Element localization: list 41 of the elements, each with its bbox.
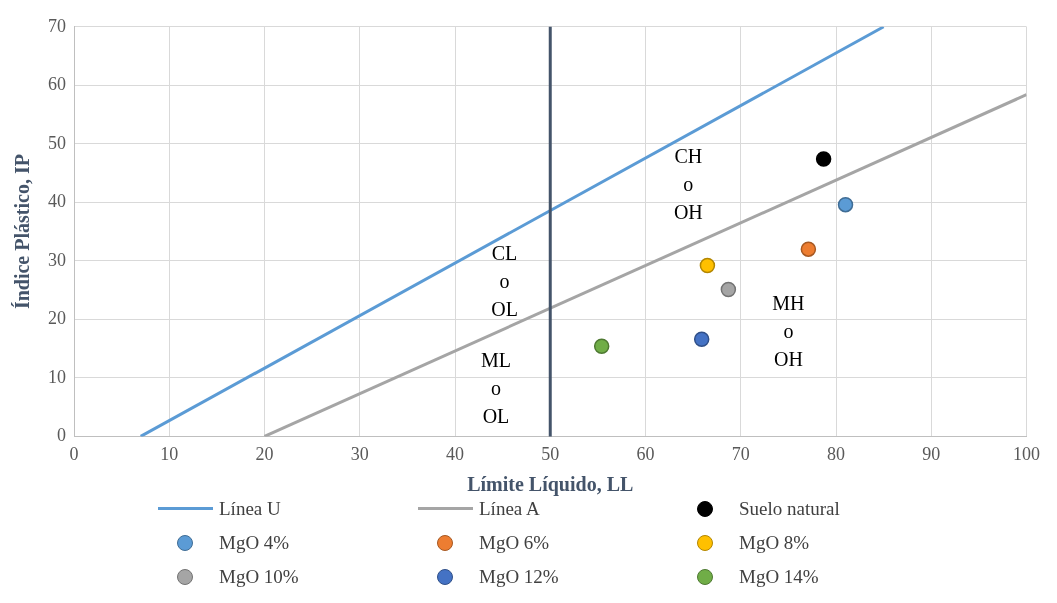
- point: [693, 331, 710, 348]
- y-tick-label: 30: [48, 249, 66, 270]
- annotation: MH o OH: [772, 292, 805, 371]
- x-tick-label: 100: [1013, 443, 1040, 464]
- legend-label: MgO 12%: [479, 566, 559, 588]
- legend-label: MgO 4%: [219, 532, 290, 554]
- y-tick-label: 0: [57, 425, 66, 446]
- point: [699, 257, 716, 274]
- x-tick-label: 40: [446, 443, 464, 464]
- point: [720, 281, 737, 298]
- point: [837, 196, 854, 213]
- y-axis-title: Índice Plástico, IP: [11, 154, 34, 310]
- legend-label: MgO 14%: [739, 566, 819, 588]
- y-tick-label: 60: [48, 74, 66, 95]
- point: [815, 151, 832, 167]
- x-tick-label: 0: [69, 443, 79, 464]
- x-axis-title: Límite Líquido, LL: [467, 473, 634, 497]
- annotation: ML o OL: [480, 349, 511, 428]
- x-tick-label: 90: [922, 443, 941, 464]
- annotation: CH o OH: [673, 144, 703, 223]
- x-tick-label: 10: [160, 443, 179, 464]
- legend-label: MgO 10%: [219, 566, 299, 588]
- legend-label: Línea U: [219, 498, 281, 520]
- x-tick-label: 30: [350, 443, 369, 464]
- legend-label: MgO 8%: [739, 532, 810, 554]
- x-tick-label: 50: [541, 443, 560, 464]
- annotation: CL o OL: [491, 242, 518, 321]
- x-tick-label: 60: [636, 443, 655, 464]
- x-tick-label: 80: [827, 443, 845, 464]
- legend-label: MgO 6%: [479, 532, 550, 554]
- point: [800, 241, 817, 257]
- y-tick-label: 70: [48, 15, 66, 36]
- y-tick-label: 20: [48, 308, 66, 329]
- x-tick-label: 70: [731, 443, 750, 464]
- y-tick-label: 40: [48, 191, 66, 212]
- legend-label: Suelo natural: [739, 498, 840, 520]
- point: [593, 338, 610, 355]
- y-tick-label: 10: [48, 366, 66, 387]
- x-tick-label: 20: [255, 443, 274, 464]
- y-tick-label: 50: [48, 132, 66, 153]
- legend-label: Línea A: [479, 498, 540, 520]
